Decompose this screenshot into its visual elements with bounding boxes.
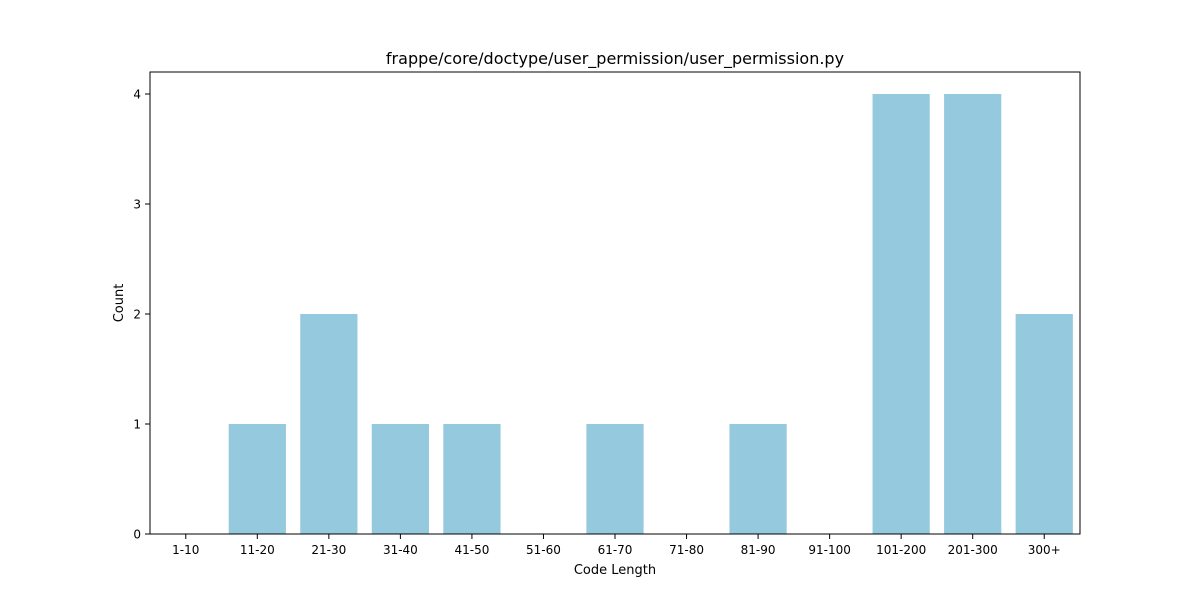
x-tick-label: 21-30 [311, 543, 346, 557]
bar-21-30 [300, 314, 358, 534]
bar-61-70 [586, 424, 644, 534]
x-tick-label: 1-10 [172, 543, 199, 557]
bars-group [228, 94, 1073, 534]
x-tick-label: 71-80 [669, 543, 704, 557]
x-axis-label: Code Length [574, 563, 656, 578]
bar-101-200 [872, 94, 930, 534]
chart-title: frappe/core/doctype/user_permission/user… [386, 49, 844, 69]
bar-81-90 [729, 424, 787, 534]
x-tick-label: 51-60 [526, 543, 561, 557]
x-tick-label: 101-200 [876, 543, 926, 557]
x-tick-label: 300+ [1028, 543, 1061, 557]
y-tick-label: 4 [133, 88, 141, 102]
bar-31-40 [371, 424, 429, 534]
y-axis: 0 1 2 3 4 [133, 88, 150, 542]
x-tick-label: 31-40 [383, 543, 418, 557]
x-tick-label: 81-90 [741, 543, 776, 557]
x-tick-label: 41-50 [454, 543, 489, 557]
y-tick-label: 2 [133, 308, 141, 322]
x-tick-label: 11-20 [240, 543, 275, 557]
y-axis-label: Count [112, 284, 127, 323]
bar-11-20 [228, 424, 286, 534]
x-axis: 1-10 11-20 21-30 31-40 41-50 51-60 61-70 71-80 8… [172, 534, 1061, 557]
bar-300+ [1015, 314, 1073, 534]
x-tick-label: 61-70 [598, 543, 633, 557]
y-tick-label: 1 [133, 418, 141, 432]
y-tick-label: 3 [133, 198, 141, 212]
bar-201-300 [944, 94, 1002, 534]
bar-41-50 [443, 424, 501, 534]
x-tick-label: 91-100 [808, 543, 851, 557]
y-tick-label: 0 [133, 528, 141, 542]
x-tick-label: 201-300 [948, 543, 998, 557]
